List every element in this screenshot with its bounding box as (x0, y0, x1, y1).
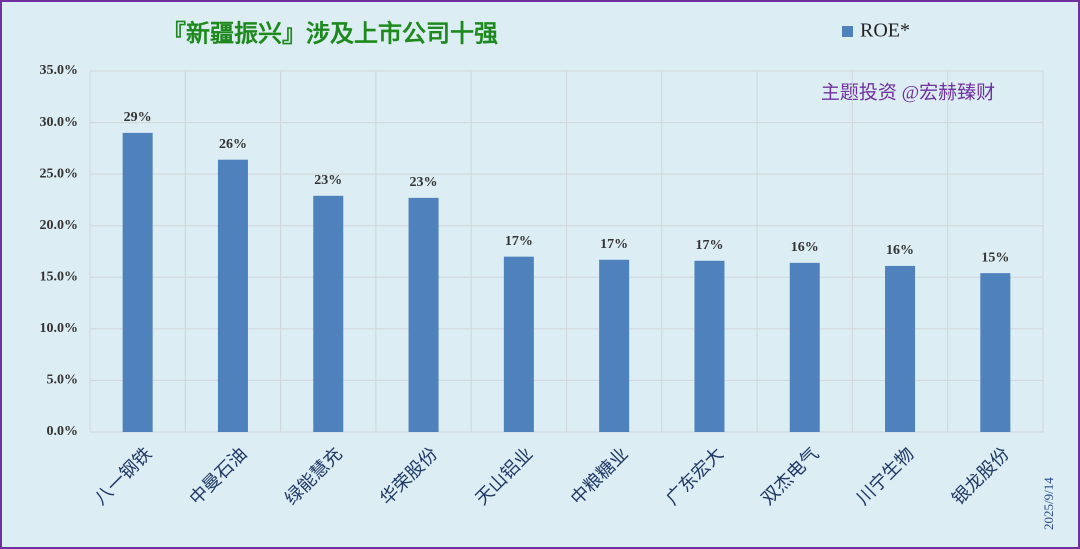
data-label: 16% (886, 243, 914, 258)
y-tick-label: 30.0% (40, 115, 79, 130)
y-tick-label: 5.0% (47, 373, 79, 388)
y-tick-label: 20.0% (40, 218, 79, 233)
data-label: 17% (600, 237, 628, 252)
y-tick-label: 0.0% (47, 424, 79, 439)
bar (980, 273, 1011, 432)
y-tick-label: 15.0% (40, 270, 79, 285)
y-tick-label: 25.0% (40, 166, 79, 181)
data-label: 17% (505, 234, 533, 249)
bar (313, 195, 344, 432)
annotation: 主题投资 @宏赫臻财 (821, 81, 995, 103)
date: 2025/9/14 (1041, 477, 1056, 530)
data-label: 26% (219, 137, 247, 152)
bar (217, 159, 248, 432)
data-label: 17% (695, 238, 723, 253)
data-label: 16% (791, 240, 819, 255)
bar (694, 260, 725, 432)
bar (503, 256, 534, 432)
y-tick-label: 10.0% (40, 321, 79, 336)
data-label: 29% (124, 110, 152, 125)
bar (885, 265, 916, 432)
data-label: 23% (410, 175, 438, 190)
data-label: 15% (981, 250, 1009, 265)
bar (408, 197, 439, 432)
chart-title: 『新疆振兴』涉及上市公司十强 (162, 20, 498, 48)
bar (599, 259, 630, 432)
y-tick-label: 35.0% (40, 63, 79, 78)
bar (789, 262, 820, 432)
legend-label: ROE* (860, 20, 910, 42)
bar (122, 132, 153, 432)
legend-swatch (842, 26, 853, 37)
data-label: 23% (314, 173, 342, 188)
